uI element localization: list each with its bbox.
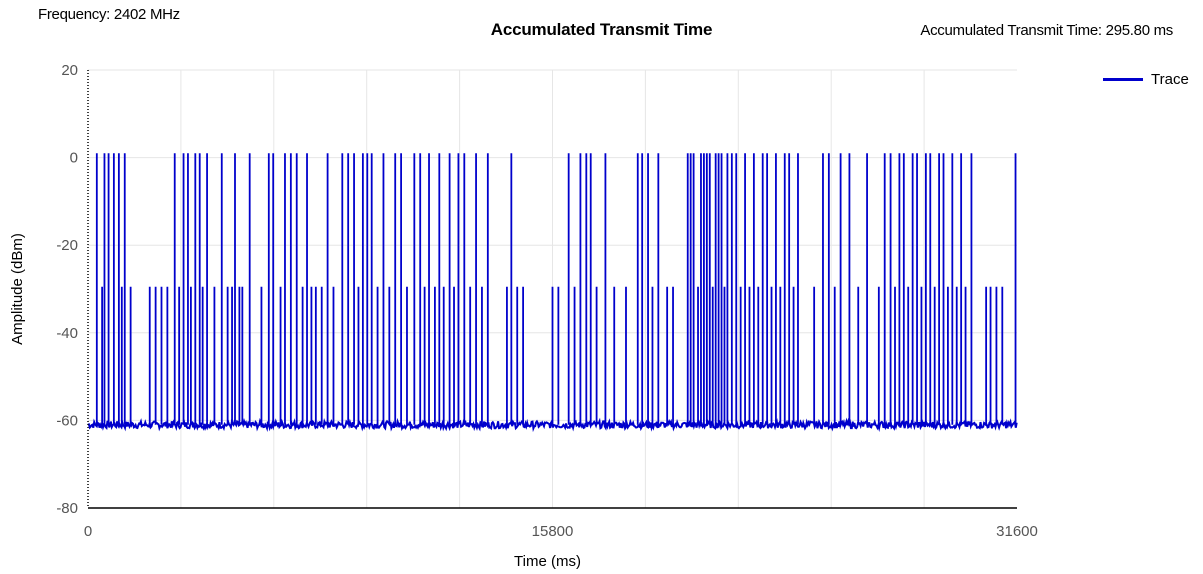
x-axis-title: Time (ms) xyxy=(514,553,581,570)
chart-title: Accumulated Transmit Time xyxy=(490,20,713,39)
legend-swatch-trace xyxy=(1103,78,1143,81)
y-axis-title: Amplitude (dBm) xyxy=(9,233,26,345)
x-tick-label: 15800 xyxy=(532,523,574,540)
legend-label-trace: Trace xyxy=(1151,71,1189,88)
frequency-label: Frequency: 2402 MHz xyxy=(38,6,180,23)
axes xyxy=(87,70,1017,509)
y-tick-label: -80 xyxy=(56,500,78,517)
y-tick-label: 20 xyxy=(61,62,78,79)
trace-series xyxy=(87,153,1018,433)
y-tick-label: -20 xyxy=(56,237,78,254)
y-tick-label: -60 xyxy=(56,412,78,429)
accumulated-time-label: Accumulated Transmit Time: 295.80 ms xyxy=(920,22,1173,39)
y-tick-label: 0 xyxy=(70,150,78,167)
legend: Trace xyxy=(1103,71,1189,88)
y-tick-label: -40 xyxy=(56,325,78,342)
x-tick-label: 0 xyxy=(84,523,92,540)
x-tick-label: 31600 xyxy=(996,523,1038,540)
